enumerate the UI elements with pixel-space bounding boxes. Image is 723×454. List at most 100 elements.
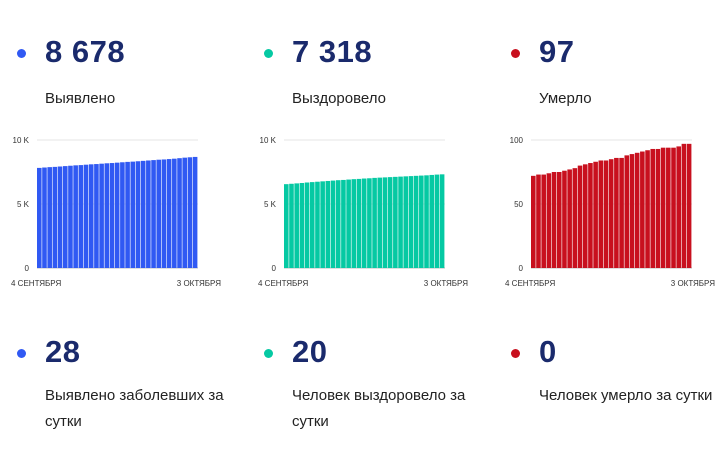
bar [546, 173, 552, 268]
bar [120, 162, 125, 268]
bar [140, 160, 146, 268]
total-deaths-value: 97 [539, 34, 575, 69]
bar [650, 148, 656, 268]
bar [78, 165, 84, 268]
bar [598, 160, 604, 268]
bar [403, 176, 409, 268]
bar [125, 161, 130, 268]
bar [156, 159, 162, 268]
x-end-label: 3 ОКТЯБРЯ [424, 279, 468, 288]
bar [37, 167, 42, 268]
bar [624, 155, 630, 268]
bar [315, 181, 320, 268]
bar [289, 183, 294, 268]
card-detected: 8 678 Выявлено 28 Выявлено заболевших за… [17, 30, 247, 450]
bar [577, 165, 583, 268]
bar [531, 175, 536, 268]
bar [582, 164, 588, 268]
bar [62, 166, 68, 268]
bar [429, 174, 435, 268]
green-dot-icon [264, 349, 273, 358]
bar [83, 164, 89, 268]
bar [182, 157, 188, 268]
bar [47, 167, 52, 268]
bar [341, 179, 346, 268]
x-start-label: 4 СЕНТЯБРЯ [11, 279, 61, 288]
bar [52, 166, 58, 268]
bar [57, 166, 63, 268]
bar [608, 159, 614, 268]
bar [387, 177, 393, 268]
bar [424, 175, 429, 268]
x-start-label: 4 СЕНТЯБРЯ [258, 279, 308, 288]
bar [645, 150, 650, 268]
y-tick-label: 5 K [264, 200, 277, 209]
bar [177, 158, 182, 268]
bar [671, 147, 676, 268]
bar [94, 164, 99, 268]
bar [68, 165, 73, 268]
bar [325, 180, 331, 268]
bar [294, 183, 299, 268]
y-tick-label: 100 [510, 136, 524, 145]
bar [619, 157, 624, 268]
y-tick-label: 10 K [260, 136, 277, 145]
total-recovered-value: 7 318 [292, 34, 373, 69]
bar [172, 158, 177, 268]
daily-recovered-label: Человек выздоровело за сутки [292, 387, 466, 430]
bar [629, 154, 635, 268]
bar [593, 161, 598, 268]
bar [114, 162, 120, 268]
bar [676, 146, 682, 268]
daily-detected-value: 28 [45, 334, 81, 369]
bar [655, 148, 661, 268]
bar [367, 178, 372, 268]
total-deaths-label: Умерло [539, 90, 592, 107]
bar [419, 175, 424, 268]
x-end-label: 3 ОКТЯБРЯ [671, 279, 715, 288]
x-end-label: 3 ОКТЯБРЯ [177, 279, 221, 288]
recovered-bar-chart: 0 5 K 10 K 4 СЕНТЯБРЯ 3 ОКТЯБРЯ [258, 136, 468, 288]
card-deaths: 97 Умерло 0 Человек умерло за сутки [511, 30, 723, 450]
blue-dot-icon [17, 349, 26, 358]
bar [686, 143, 692, 268]
bar [572, 168, 578, 268]
total-detected-label: Выявлено [45, 90, 116, 107]
y-tick-label: 0 [272, 264, 277, 273]
bar [551, 172, 557, 268]
deaths-bar-chart: 0 50 100 4 СЕНТЯБРЯ 3 ОКТЯБРЯ [505, 136, 715, 288]
bar [284, 184, 289, 268]
bar [434, 174, 440, 268]
bar [304, 182, 310, 268]
daily-detected-label: Выявлено заболевших за сутки [45, 387, 224, 430]
bar [634, 152, 640, 268]
y-tick-label: 50 [514, 200, 523, 209]
bar [588, 163, 593, 268]
y-tick-label: 10 K [13, 136, 30, 145]
bar [104, 163, 110, 268]
bar [351, 179, 357, 268]
red-dot-icon [511, 349, 520, 358]
bar [346, 179, 351, 268]
red-dot-icon [511, 49, 520, 58]
bar [603, 160, 609, 268]
bar [42, 167, 47, 268]
bar [439, 174, 445, 268]
bar [567, 169, 572, 268]
bar [299, 183, 305, 268]
bar [151, 160, 156, 268]
bar [377, 177, 383, 268]
bar [666, 147, 671, 268]
bar [73, 165, 78, 268]
x-start-label: 4 СЕНТЯБРЯ [505, 279, 555, 288]
bar [361, 178, 367, 268]
bar [413, 175, 419, 268]
bar [309, 182, 315, 268]
bar [88, 164, 94, 268]
bar [161, 159, 167, 268]
bar [146, 160, 151, 268]
bar [166, 159, 172, 268]
bar [536, 174, 541, 268]
bar [556, 172, 562, 268]
y-tick-label: 0 [519, 264, 524, 273]
